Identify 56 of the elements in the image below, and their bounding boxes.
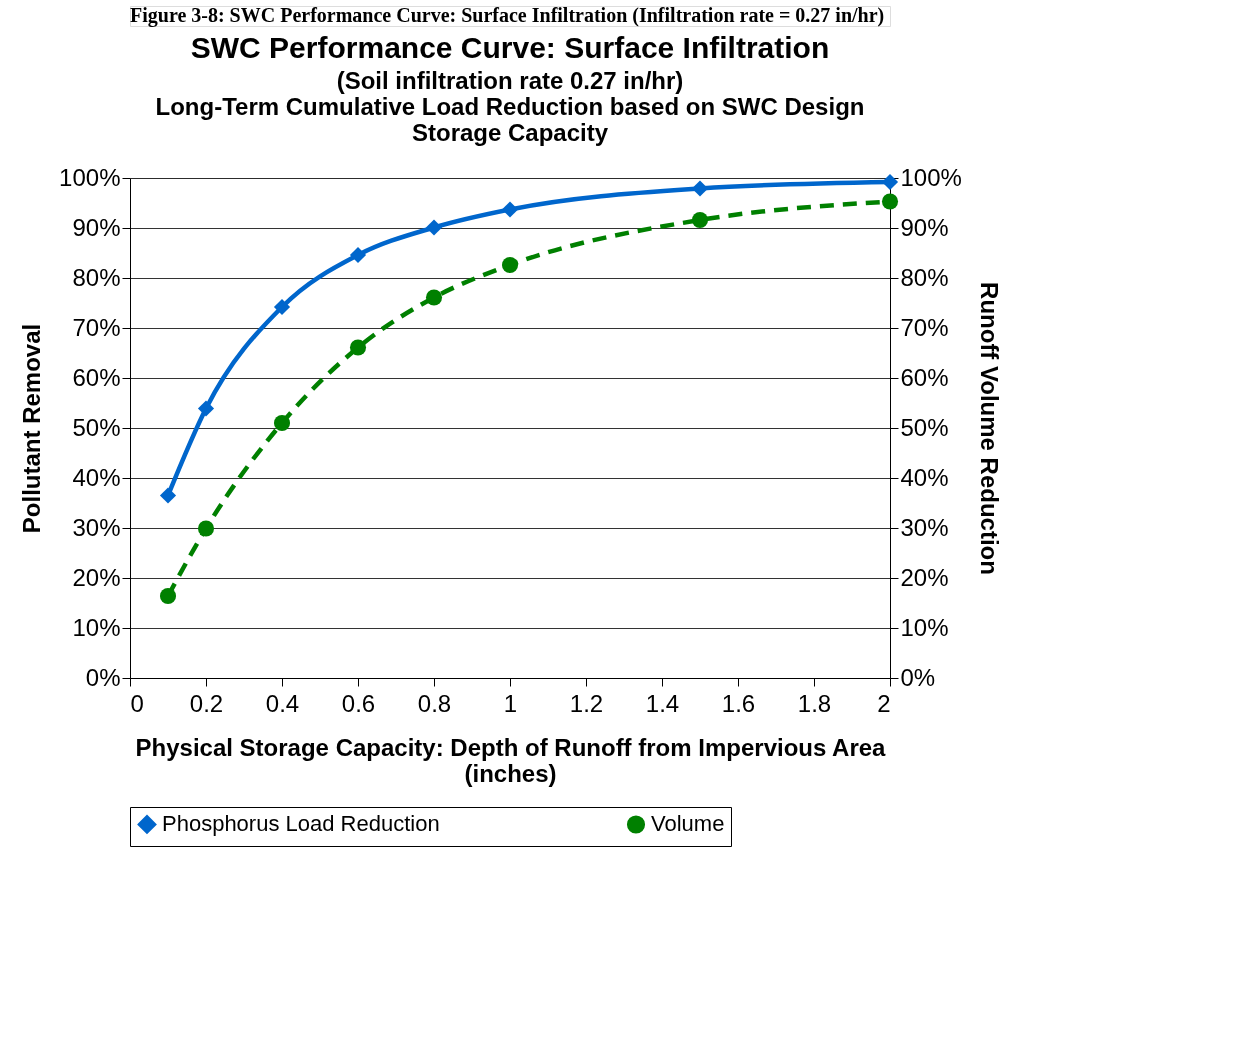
y-tick-label: 90% [72, 213, 121, 241]
y2-tick-label: 60% [900, 363, 949, 391]
y-tick-label: 70% [72, 313, 121, 341]
x-tick-label: 0.4 [265, 689, 300, 717]
x-tick-label: 1.8 [797, 689, 832, 717]
x-tick-label: 1.2 [569, 689, 604, 717]
y2-tick-label: 0% [900, 663, 936, 691]
y2-tick-label: 90% [900, 213, 949, 241]
x-tick-label: 2 [877, 689, 891, 717]
legend-label: Phosphorus Load Reduction [162, 811, 440, 837]
y2-tick-label: 100% [900, 163, 962, 191]
y-tick-label: 10% [72, 613, 121, 641]
point [159, 487, 177, 504]
chart-subtitle: (Soil infiltration rate 0.27 in/hr) Long-Term Cumulative Load Reduction based on SWC Design Storage Capacity [155, 67, 865, 146]
y-tick-label: 0% [85, 663, 121, 691]
y-tick-label: 60% [72, 363, 121, 391]
y-tick-label: 80% [72, 263, 121, 291]
point [197, 520, 215, 537]
x-tick-label: 0 [130, 689, 144, 717]
y2-tick-label: 80% [900, 263, 949, 291]
y-axis-title: Pollutant Removal [18, 323, 46, 534]
point [691, 180, 709, 197]
point [881, 193, 899, 210]
x-tick-label: 0.2 [189, 689, 224, 717]
y-tick-label: 50% [72, 413, 121, 441]
y2-tick-label: 40% [900, 463, 949, 491]
y2-tick-label: 20% [900, 563, 949, 591]
y2-axis-title: Runoff Volume Reduction [975, 282, 1003, 575]
point [273, 298, 291, 316]
y-tick-label: 30% [72, 513, 121, 541]
y2-tick-label: 50% [900, 413, 949, 441]
point [159, 587, 177, 605]
x-tick-label: 1.4 [645, 689, 680, 717]
point [273, 414, 291, 432]
x-tick-label: 0.6 [341, 689, 376, 717]
point [349, 339, 367, 356]
y2-tick-label: 30% [900, 513, 949, 541]
x-tick-label: 1.6 [721, 689, 756, 717]
legend-label: Volume [651, 811, 725, 837]
y-tick-label: 20% [72, 563, 121, 591]
x-axis-title: Physical Storage Capacity: Depth of Runoff from Impervious Area (inches) [135, 733, 887, 787]
point [501, 201, 519, 218]
point [425, 219, 443, 236]
chart-title: SWC Performance Curve: Surface Infiltration [190, 31, 830, 64]
y-tick-label: 100% [59, 163, 121, 191]
point [197, 400, 215, 417]
y2-tick-label: 70% [900, 313, 949, 341]
y2-tick-label: 10% [900, 613, 949, 641]
x-tick-label: 0.8 [417, 689, 452, 717]
point [691, 211, 709, 229]
point [349, 246, 367, 264]
x-tick-label: 1 [503, 689, 518, 717]
point [501, 256, 519, 274]
point [425, 289, 443, 306]
caption: Figure 3-8: SWC Performance Curve: Surface Infiltration (Infiltration rate = 0.27 in/hr) [130, 4, 885, 27]
y-tick-label: 40% [72, 463, 121, 491]
